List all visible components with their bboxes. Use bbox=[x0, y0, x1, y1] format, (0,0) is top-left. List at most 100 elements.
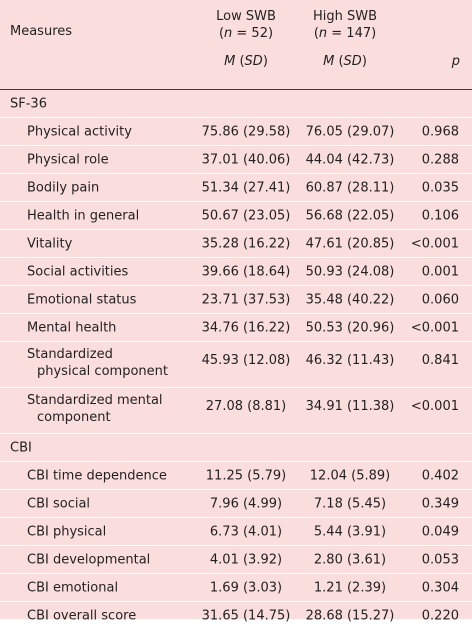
low-swb-value: 23.71 (37.53) bbox=[201, 292, 291, 307]
p-value: 0.049 bbox=[421, 524, 459, 539]
high-swb-value: 2.80 (3.61) bbox=[313, 552, 387, 567]
row-label-line: CBI developmental bbox=[27, 552, 151, 567]
table-row: Physical role 37.01 (40.06) 44.04 (42.73) 0… bbox=[0, 146, 472, 174]
p-value: 0.841 bbox=[421, 353, 459, 368]
high-swb-value: 7.18 (5.45) bbox=[313, 496, 387, 511]
low-swb-value: 27.08 (8.81) bbox=[205, 399, 287, 414]
low-swb-value: 31.65 (14.75) bbox=[201, 608, 291, 623]
high-swb-value: 44.04 (42.73) bbox=[305, 152, 395, 167]
low-swb-value: 11.25 (5.79) bbox=[205, 468, 287, 483]
row-label-line: Vitality bbox=[27, 236, 73, 251]
low-swb-value: 6.73 (4.01) bbox=[209, 524, 283, 539]
high-swb-title: High SWB bbox=[312, 9, 378, 24]
high-stat-header: M (SD) bbox=[323, 54, 367, 69]
table-row: Health in general 50.67 (23.05) 56.68 (22.… bbox=[0, 202, 472, 230]
row-label-line: Bodily pain bbox=[27, 180, 100, 195]
low-swb-n: (n = 52) bbox=[218, 26, 274, 41]
row-label: Physical role bbox=[27, 151, 109, 168]
row-label-line: CBI overall score bbox=[27, 608, 137, 623]
table-row: CBI social 7.96 (4.99) 7.18 (5.45) 0.349 bbox=[0, 490, 472, 518]
high-swb-value: 50.53 (20.96) bbox=[305, 320, 395, 335]
row-label: Vitality bbox=[27, 235, 72, 252]
p-value: 0.402 bbox=[421, 468, 459, 483]
row-label: CBI overall score bbox=[27, 607, 136, 624]
row-label-line: Standardized bbox=[27, 347, 113, 362]
row-label-line: Physical role bbox=[27, 152, 109, 167]
p-value: 0.035 bbox=[421, 180, 459, 195]
row-label: CBI time dependence bbox=[27, 467, 167, 484]
table-row: CBI physical 6.73 (4.01) 5.44 (3.91) 0.049 bbox=[0, 518, 472, 546]
table-row: CBI overall score 31.65 (14.75) 28.68 (15.… bbox=[0, 602, 472, 630]
high-swb-value: 12.04 (5.89) bbox=[309, 468, 391, 483]
measures-header: Measures bbox=[10, 24, 73, 39]
row-label-line: Mental health bbox=[27, 320, 117, 335]
row-label-line: CBI physical bbox=[27, 524, 107, 539]
row-label-line: CBI emotional bbox=[27, 580, 119, 595]
row-label-line: physical component bbox=[37, 364, 168, 379]
low-swb-value: 45.93 (12.08) bbox=[201, 353, 291, 368]
low-swb-value: 1.69 (3.03) bbox=[209, 580, 283, 595]
row-label: Mental health bbox=[27, 319, 116, 336]
row-label: Standardized mental component bbox=[27, 392, 163, 426]
row-label: Emotional status bbox=[27, 291, 136, 308]
row-label-line: Emotional status bbox=[27, 292, 137, 307]
table-body: SF-36 Physical activity 75.86 (29.58) 76.05… bbox=[0, 90, 472, 630]
table-row: CBI developmental 4.01 (3.92) 2.80 (3.61) 0… bbox=[0, 546, 472, 574]
p-value: <0.001 bbox=[410, 236, 459, 251]
p-value: 0.349 bbox=[421, 496, 459, 511]
table-row: Emotional status 23.71 (37.53) 35.48 (40.2… bbox=[0, 286, 472, 314]
table-row: Physical activity 75.86 (29.58) 76.05 (29.… bbox=[0, 118, 472, 146]
table-row: Bodily pain 51.34 (27.41) 60.87 (28.11) 0.0… bbox=[0, 174, 472, 202]
p-value: 0.220 bbox=[421, 608, 459, 623]
section-header: SF-36 bbox=[0, 90, 472, 118]
p-header: p bbox=[451, 54, 460, 69]
row-label: CBI social bbox=[27, 495, 90, 512]
row-label-line: CBI social bbox=[27, 496, 91, 511]
table-row: Vitality 35.28 (16.22) 47.61 (20.85) <0.001 bbox=[0, 230, 472, 258]
row-label: Bodily pain bbox=[27, 179, 99, 196]
low-stat-header: M (SD) bbox=[224, 54, 268, 69]
row-label-line: Standardized mental bbox=[27, 393, 163, 408]
low-swb-value: 35.28 (16.22) bbox=[201, 236, 291, 251]
low-swb-header: Low SWB (n = 52) bbox=[196, 8, 296, 42]
low-swb-value: 39.66 (18.64) bbox=[201, 264, 291, 279]
p-value: 0.053 bbox=[421, 552, 459, 567]
high-swb-value: 50.93 (24.08) bbox=[305, 264, 395, 279]
row-label: Physical activity bbox=[27, 123, 132, 140]
section-title: CBI bbox=[10, 440, 32, 455]
p-value: 0.106 bbox=[421, 208, 459, 223]
low-swb-value: 75.86 (29.58) bbox=[201, 124, 291, 139]
row-label: CBI developmental bbox=[27, 551, 150, 568]
row-label-line: component bbox=[37, 410, 111, 425]
high-swb-value: 60.87 (28.11) bbox=[305, 180, 395, 195]
high-swb-value: 76.05 (29.07) bbox=[305, 124, 395, 139]
table-row: Mental health 34.76 (16.22) 50.53 (20.96) <… bbox=[0, 314, 472, 342]
p-value: 0.968 bbox=[421, 124, 459, 139]
high-swb-value: 35.48 (40.22) bbox=[305, 292, 395, 307]
low-swb-value: 34.76 (16.22) bbox=[201, 320, 291, 335]
section-header: CBI bbox=[0, 434, 472, 462]
high-swb-value: 56.68 (22.05) bbox=[305, 208, 395, 223]
high-swb-value: 47.61 (20.85) bbox=[305, 236, 395, 251]
table-row: Standardized mental component 27.08 (8.81)… bbox=[0, 388, 472, 434]
p-value: <0.001 bbox=[410, 399, 459, 414]
table-row: Standardized physical component 45.93 (12.… bbox=[0, 342, 472, 388]
p-value: <0.001 bbox=[410, 320, 459, 335]
high-swb-value: 46.32 (11.43) bbox=[305, 353, 395, 368]
low-swb-value: 4.01 (3.92) bbox=[209, 552, 283, 567]
high-swb-value: 28.68 (15.27) bbox=[305, 608, 395, 623]
high-swb-n: (n = 147) bbox=[313, 26, 377, 41]
table-row: Social activities 39.66 (18.64) 50.93 (24.… bbox=[0, 258, 472, 286]
row-label: Health in general bbox=[27, 207, 139, 224]
section-title: SF-36 bbox=[10, 96, 47, 111]
row-label-line: Physical activity bbox=[27, 124, 132, 139]
table-header: Measures Low SWB (n = 52) High SWB (n = … bbox=[0, 0, 472, 90]
high-swb-header: High SWB (n = 147) bbox=[295, 8, 395, 42]
low-swb-title: Low SWB bbox=[216, 9, 276, 24]
table-row: CBI emotional 1.69 (3.03) 1.21 (2.39) 0.304 bbox=[0, 574, 472, 602]
high-swb-value: 34.91 (11.38) bbox=[305, 399, 395, 414]
row-label: CBI emotional bbox=[27, 579, 118, 596]
low-swb-value: 7.96 (4.99) bbox=[209, 496, 283, 511]
p-value: 0.001 bbox=[421, 264, 459, 279]
p-value: 0.288 bbox=[421, 152, 459, 167]
